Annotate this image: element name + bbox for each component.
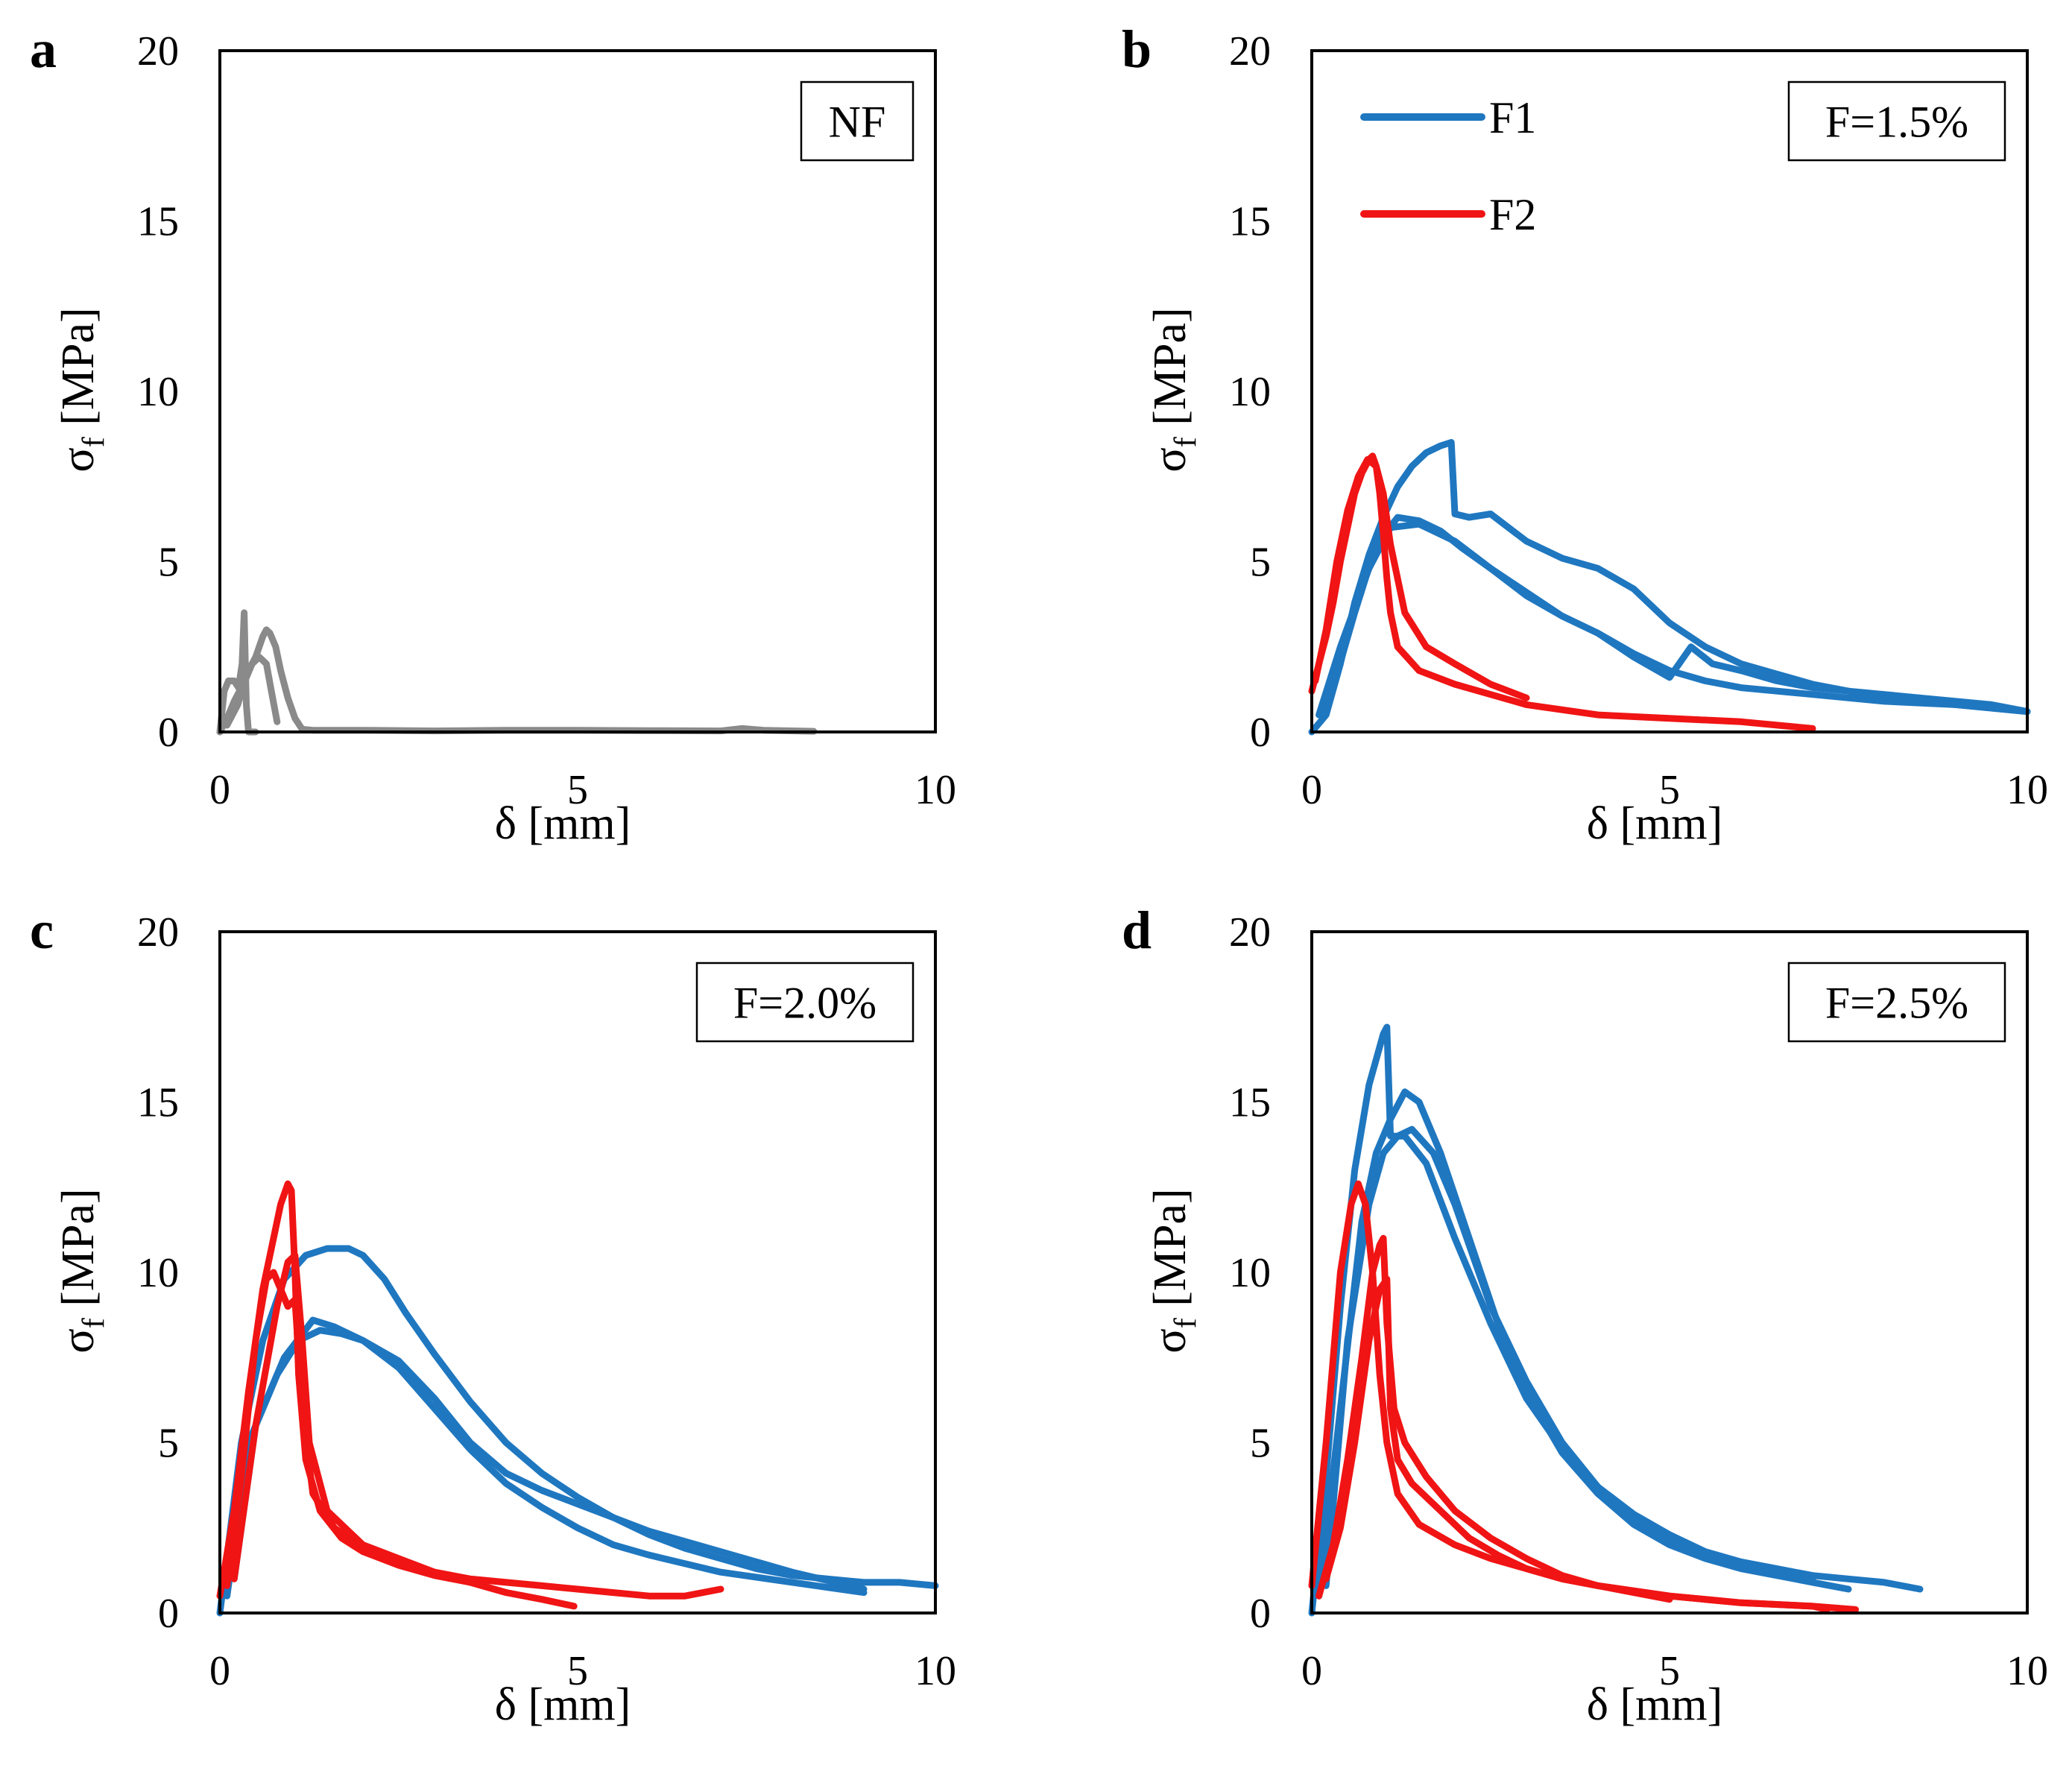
series-line-f1-2: [1322, 514, 2031, 716]
y-axis-label-subscript: f: [77, 437, 111, 447]
plot-frame: [218, 930, 937, 1614]
series-line-f1-2: [1322, 1126, 1816, 1589]
panel-c: c 0 5 10 15 20 0 5 10 δ [mm] σf [MPa] F=2.0%: [30, 900, 956, 1730]
y-axis-label-unit: [MPa]: [53, 307, 104, 437]
plot-frame: [1310, 930, 2029, 1614]
x-tick-label: 10: [2006, 767, 2048, 813]
series-line-f1-0: [1308, 439, 2031, 736]
annotation-label: F=1.5%: [1825, 98, 1968, 147]
x-tick-label: 5: [1659, 767, 1680, 813]
series-line-nf-1: [216, 626, 818, 736]
series-line-f1-1: [1315, 520, 2031, 719]
x-tick-label: 5: [567, 767, 588, 813]
series-line-f2-5: [1322, 1275, 1831, 1613]
y-tick-label: 20: [137, 28, 179, 75]
y-axis-label-symbol: σ: [1145, 447, 1195, 472]
y-tick-label: 15: [1229, 1080, 1271, 1126]
panel-a: a 0 5 10 15 20 0 5 10 δ [mm] σf [MPa] NF: [30, 19, 956, 849]
annotation-label: F=2.5%: [1825, 979, 1968, 1028]
series-line-f2-5: [230, 1251, 510, 1597]
y-tick-label: 0: [158, 710, 179, 756]
y-tick-label: 15: [137, 1080, 179, 1126]
y-tick-label: 10: [137, 1250, 179, 1296]
series-line-f1-0: [216, 1245, 939, 1617]
y-tick-label: 5: [1250, 540, 1271, 586]
y-tick-label: 20: [137, 909, 179, 956]
y-tick-label: 0: [158, 1591, 179, 1637]
x-tick-label: 5: [567, 1648, 588, 1694]
y-axis-label-subscript: f: [1169, 437, 1203, 447]
x-axis-label: δ [mm]: [1587, 1679, 1722, 1730]
annotation-box: [800, 81, 915, 162]
annotation-label: F=2.0%: [733, 979, 877, 1028]
y-tick-label: 0: [1250, 710, 1271, 756]
y-tick-label: 10: [1229, 369, 1271, 415]
panel-d: d 0 5 10 15 20 0 5 10 δ [mm] σf [MPa] F=2.5%: [1122, 900, 2048, 1730]
y-tick-label: 15: [1229, 199, 1271, 245]
y-axis-label: σf [MPa]: [53, 1188, 111, 1353]
y-tick-label: 20: [1229, 28, 1271, 75]
y-tick-label: 10: [137, 369, 179, 415]
y-axis-label: σf [MPa]: [1145, 307, 1203, 472]
series-line-f2-4: [1312, 455, 1530, 701]
y-tick-label: 5: [1250, 1421, 1271, 1467]
annotation-label: NF: [829, 98, 886, 147]
y-tick-label: 10: [1229, 1250, 1271, 1296]
y-axis-label-unit: [MPa]: [1145, 1188, 1195, 1318]
series-line-f2-4: [1315, 1234, 1860, 1613]
x-tick-label: 0: [1301, 767, 1322, 813]
y-tick-label: 5: [158, 1421, 179, 1467]
y-tick-label: 0: [1250, 1591, 1271, 1637]
y-axis-label-symbol: σ: [1145, 1328, 1195, 1353]
series-line-f1-1: [224, 1327, 868, 1600]
series-line-f1-2: [230, 1316, 868, 1593]
y-axis-label-symbol: σ: [53, 447, 104, 472]
legend-label-f1: F1: [1489, 93, 1536, 142]
y-tick-label: 15: [137, 199, 179, 245]
y-tick-label: 20: [1229, 909, 1271, 956]
y-axis-label: σf [MPa]: [1145, 1188, 1203, 1353]
plot-frame: [1310, 49, 2029, 733]
x-tick-label: 10: [915, 767, 956, 813]
series-line-f1-1: [1315, 1088, 1852, 1600]
panel-label: d: [1122, 900, 1152, 960]
panel-b: b 0 5 10 15 20 0 5 10 δ [mm] σf [MPa] F=1.5% F1 F2: [1122, 19, 2048, 849]
annotation-box: [1787, 962, 2006, 1043]
x-tick-label: 0: [209, 1648, 230, 1694]
panel-label: c: [30, 900, 54, 960]
y-axis-label-unit: [MPa]: [53, 1188, 104, 1318]
y-axis-label-subscript: f: [77, 1318, 111, 1328]
x-tick-label: 0: [209, 767, 230, 813]
series-line-f2-3: [216, 1180, 578, 1610]
x-axis-label: δ [mm]: [495, 1679, 631, 1730]
y-axis-label-symbol: σ: [53, 1328, 104, 1353]
annotation-box: [695, 962, 915, 1043]
legend-label-f2: F2: [1489, 190, 1536, 239]
series-line-nf-0: [216, 609, 259, 736]
x-tick-label: 10: [2006, 1648, 2048, 1694]
x-tick-label: 10: [915, 1648, 956, 1694]
series-line-f1-0: [1308, 1023, 1924, 1617]
y-axis-label-unit: [MPa]: [1145, 307, 1195, 437]
annotation-box: [1787, 81, 2006, 162]
panel-label: a: [30, 19, 57, 79]
y-axis-label: σf [MPa]: [53, 307, 111, 472]
y-axis-label-subscript: f: [1169, 1318, 1203, 1328]
x-tick-label: 5: [1659, 1648, 1680, 1694]
x-axis-label: δ [mm]: [495, 798, 631, 849]
panel-label: b: [1122, 19, 1152, 79]
series-line-nf-2: [224, 654, 281, 729]
x-tick-label: 0: [1301, 1648, 1322, 1694]
series-line-f2-4: [224, 1269, 724, 1600]
y-tick-label: 5: [158, 540, 179, 586]
x-axis-label: δ [mm]: [1587, 798, 1722, 849]
plot-frame: [218, 49, 937, 733]
